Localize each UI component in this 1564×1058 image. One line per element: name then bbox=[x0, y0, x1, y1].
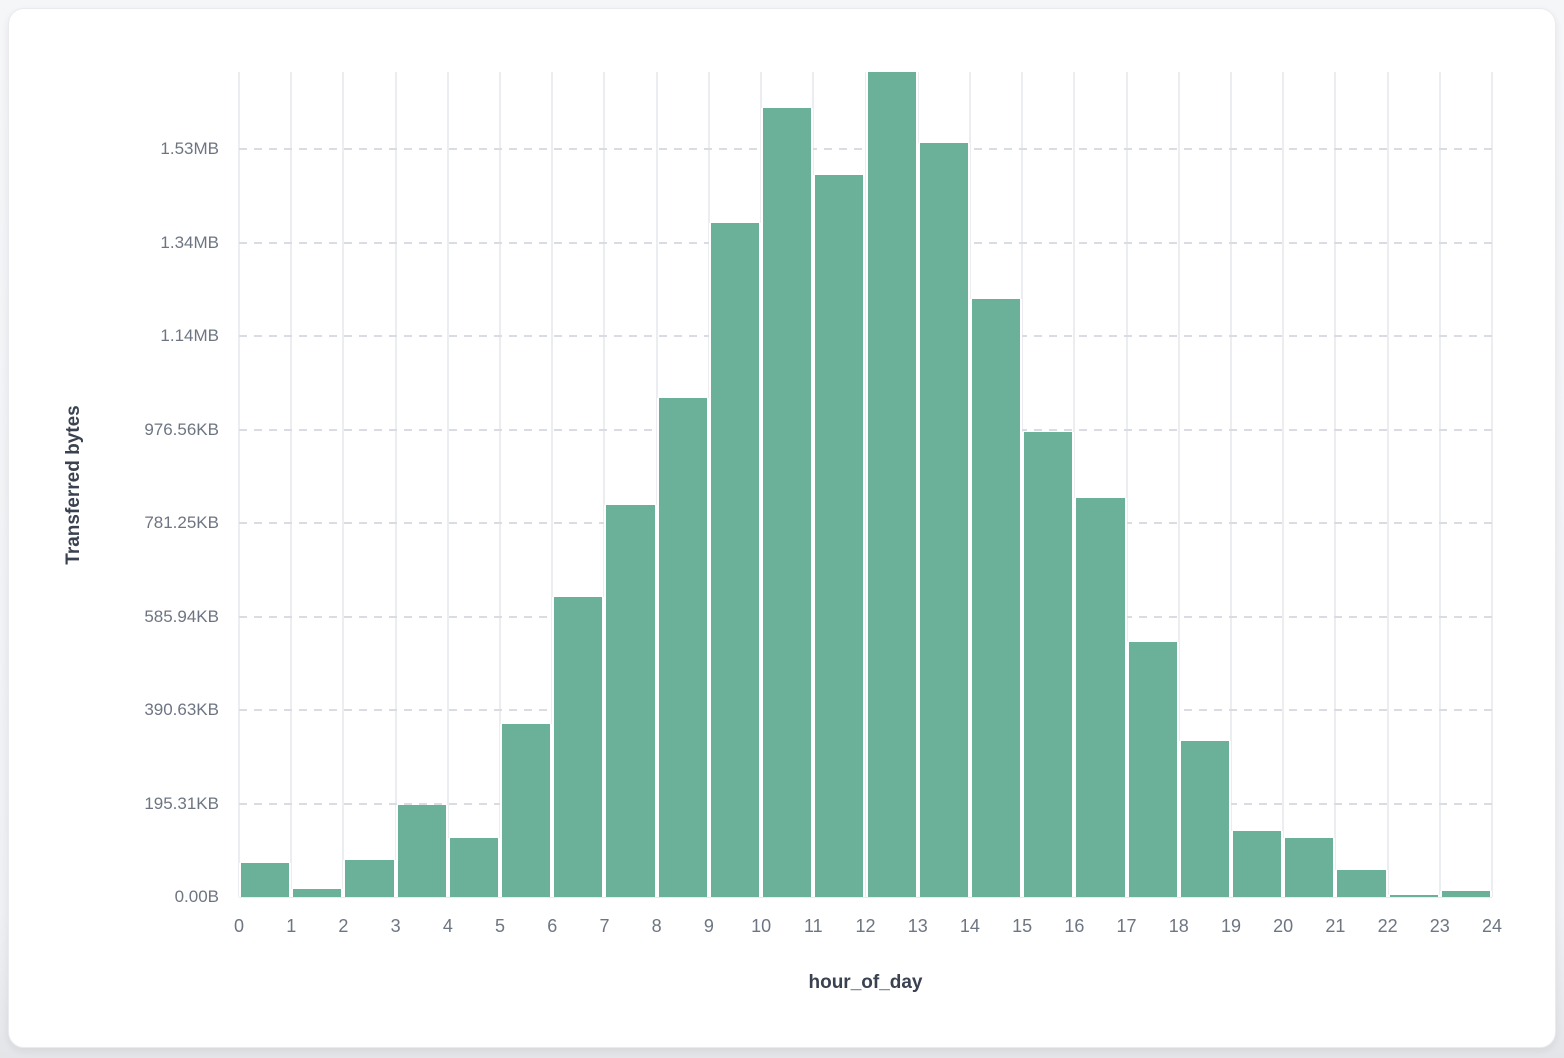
bar-hour-6[interactable] bbox=[552, 597, 605, 897]
bar-hour-23[interactable] bbox=[1439, 891, 1492, 897]
x-tick-label-20: 20 bbox=[1273, 916, 1294, 936]
y-tick-label-1.14MB: 1.14MB bbox=[160, 326, 219, 346]
vertical-gridline-2 bbox=[342, 72, 345, 897]
x-tick-label-13: 13 bbox=[907, 916, 928, 936]
vertical-gridline-23 bbox=[1438, 72, 1441, 897]
y-axis-title: Transferred bytes bbox=[63, 405, 84, 565]
x-tick-label-3: 3 bbox=[390, 916, 401, 936]
bar-hour-17[interactable] bbox=[1126, 641, 1179, 897]
chart-card: 0.00B 195.31KB 390.63KB 585.94KB 781.25KB 976… bbox=[8, 8, 1556, 1048]
bar-hour-8[interactable] bbox=[656, 397, 709, 897]
x-tick-label-14: 14 bbox=[959, 916, 980, 936]
x-tick-label-15: 15 bbox=[1012, 916, 1033, 936]
y-tick-label-1.34MB: 1.34MB bbox=[160, 232, 219, 252]
bar-hour-12[interactable] bbox=[865, 72, 918, 897]
x-tick-label-22: 22 bbox=[1377, 916, 1398, 936]
bar-hour-14[interactable] bbox=[969, 298, 1023, 897]
vertical-gridline-17 bbox=[1125, 72, 1128, 897]
x-tick-label-21: 21 bbox=[1325, 916, 1346, 936]
x-tick-label-11: 11 bbox=[803, 916, 823, 936]
x-tick-label-19: 19 bbox=[1220, 916, 1241, 936]
vertical-gridline-1 bbox=[290, 72, 293, 897]
vertical-gridline-18 bbox=[1177, 72, 1180, 897]
y-tick-label-976.56KB: 976.56KB bbox=[144, 419, 219, 439]
x-tick-label-12: 12 bbox=[855, 916, 876, 936]
x-axis-line bbox=[239, 897, 1492, 898]
y-tick-label-585.94KB: 585.94KB bbox=[144, 606, 219, 626]
plot-area bbox=[238, 72, 1493, 898]
bar-hour-13[interactable] bbox=[917, 143, 970, 897]
x-tick-label-16: 16 bbox=[1064, 916, 1085, 936]
bar-hour-7[interactable] bbox=[604, 505, 657, 897]
x-tick-label-23: 23 bbox=[1429, 916, 1450, 936]
y-tick-label-195.31KB: 195.31KB bbox=[144, 793, 219, 813]
x-tick-label-8: 8 bbox=[651, 916, 662, 936]
bar-hour-16[interactable] bbox=[1074, 497, 1127, 897]
y-tick-label-0.00B: 0.00B bbox=[174, 887, 219, 906]
x-tick-label-9: 9 bbox=[703, 916, 714, 936]
x-tick-label-4: 4 bbox=[442, 916, 453, 936]
bar-hour-0[interactable] bbox=[239, 862, 292, 897]
x-tick-label-2: 2 bbox=[338, 916, 349, 936]
bar-hour-1[interactable] bbox=[291, 889, 344, 897]
vertical-gridline-0 bbox=[238, 72, 240, 897]
x-tick-label-0: 0 bbox=[233, 916, 244, 936]
x-tick-label-1: 1 bbox=[286, 916, 297, 936]
x-tick-label-24: 24 bbox=[1481, 916, 1503, 936]
bar-hour-11[interactable] bbox=[813, 175, 866, 897]
bar-hour-19[interactable] bbox=[1230, 831, 1284, 897]
bar-hour-9[interactable] bbox=[708, 223, 762, 897]
y-tick-label-390.63KB: 390.63KB bbox=[144, 700, 219, 720]
y-tick-label-1.53MB: 1.53MB bbox=[160, 139, 219, 159]
bar-hour-18[interactable] bbox=[1178, 741, 1231, 897]
vertical-gridline-4 bbox=[446, 72, 449, 897]
x-tick-label-6: 6 bbox=[547, 916, 558, 936]
bar-hour-4[interactable] bbox=[447, 837, 501, 897]
bar-hour-21[interactable] bbox=[1335, 870, 1388, 897]
y-tick-label-781.25KB: 781.25KB bbox=[144, 513, 219, 533]
bar-hour-22[interactable] bbox=[1387, 895, 1440, 897]
x-tick-label-5: 5 bbox=[495, 916, 506, 936]
x-tick-label-10: 10 bbox=[751, 916, 772, 936]
vertical-gridline-16 bbox=[1073, 72, 1076, 897]
vertical-gridline-19 bbox=[1229, 72, 1232, 897]
vertical-gridline-6 bbox=[551, 72, 554, 897]
vertical-gridline-21 bbox=[1334, 72, 1337, 897]
vertical-gridline-7 bbox=[603, 72, 606, 897]
vertical-gridline-24 bbox=[1491, 72, 1493, 897]
bar-hour-15[interactable] bbox=[1022, 431, 1075, 897]
bar-hour-20[interactable] bbox=[1283, 838, 1336, 897]
x-tick-label-7: 7 bbox=[599, 916, 610, 936]
x-tick-label-18: 18 bbox=[1168, 916, 1189, 936]
x-axis-title: hour_of_day bbox=[808, 972, 923, 993]
x-tick-label-17: 17 bbox=[1116, 916, 1137, 936]
bar-hour-2[interactable] bbox=[343, 860, 396, 897]
bar-hour-10[interactable] bbox=[761, 107, 814, 897]
vertical-gridline-5 bbox=[499, 72, 502, 897]
vertical-gridline-20 bbox=[1282, 72, 1285, 897]
bar-hour-3[interactable] bbox=[395, 805, 448, 897]
vertical-gridline-22 bbox=[1386, 72, 1389, 897]
vertical-gridline-3 bbox=[394, 72, 397, 897]
bar-hour-5[interactable] bbox=[500, 724, 553, 897]
